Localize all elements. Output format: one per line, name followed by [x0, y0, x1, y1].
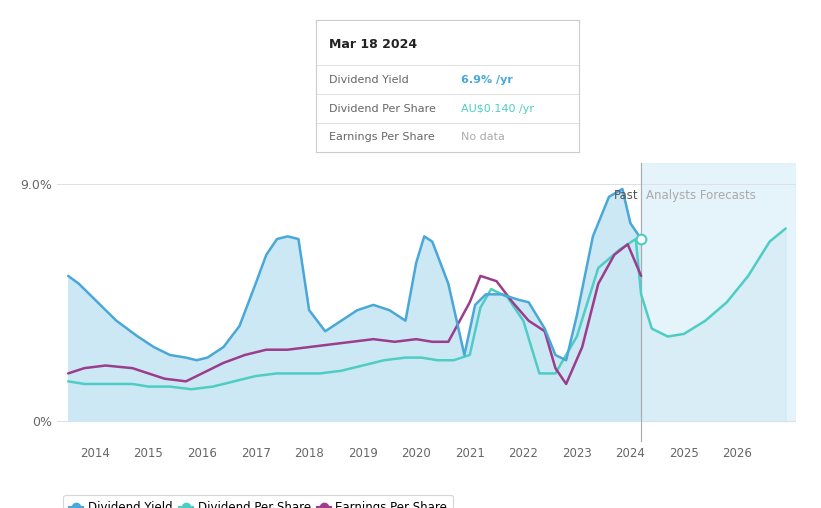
- Text: Mar 18 2024: Mar 18 2024: [329, 38, 417, 51]
- Text: No data: No data: [461, 132, 504, 142]
- Text: Analysts Forecasts: Analysts Forecasts: [646, 189, 756, 202]
- Text: Dividend Yield: Dividend Yield: [329, 75, 409, 85]
- Text: 6.9% /yr: 6.9% /yr: [461, 75, 512, 85]
- Text: Dividend Per Share: Dividend Per Share: [329, 104, 436, 114]
- Legend: Dividend Yield, Dividend Per Share, Earnings Per Share: Dividend Yield, Dividend Per Share, Earn…: [63, 495, 453, 508]
- Polygon shape: [641, 163, 796, 421]
- Text: AU$0.140 /yr: AU$0.140 /yr: [461, 104, 534, 114]
- Text: Past: Past: [614, 189, 639, 202]
- Text: Earnings Per Share: Earnings Per Share: [329, 132, 435, 142]
